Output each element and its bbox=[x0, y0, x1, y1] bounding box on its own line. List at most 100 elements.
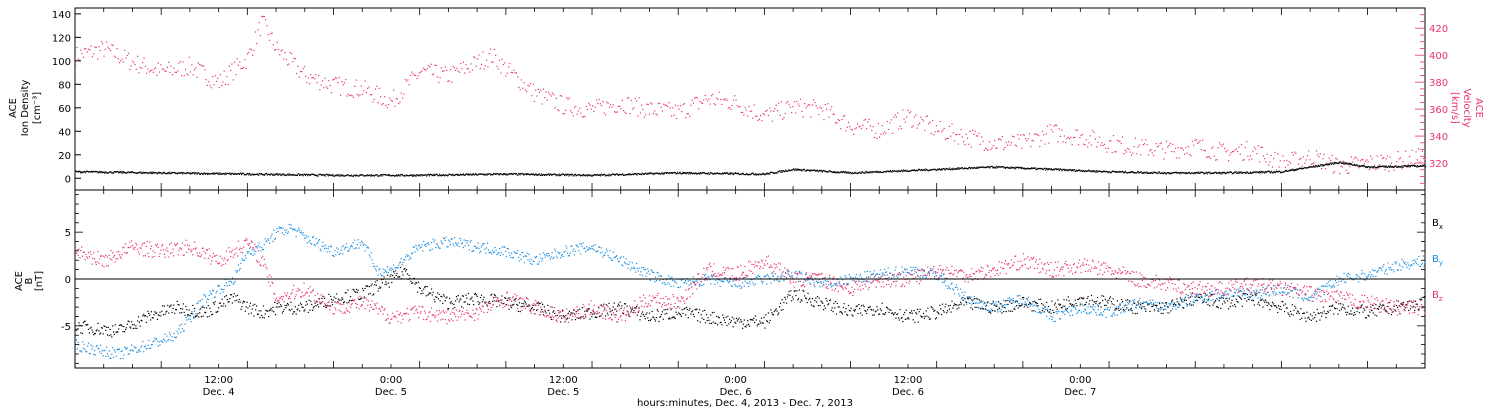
velocity-series-point bbox=[1345, 169, 1347, 171]
density-series-point bbox=[1299, 167, 1301, 169]
density-series-point bbox=[83, 170, 85, 173]
density-series-point bbox=[452, 173, 454, 175]
density-series-point bbox=[519, 174, 521, 176]
density-series-point bbox=[411, 174, 413, 176]
density-series-point bbox=[416, 174, 418, 176]
velocity-series-point bbox=[1264, 158, 1266, 160]
density-series-point bbox=[607, 174, 609, 176]
density-series-point bbox=[149, 171, 151, 173]
bx-series-point bbox=[966, 301, 968, 303]
bx-series-point bbox=[668, 317, 670, 319]
density-series-point bbox=[511, 173, 513, 175]
by-series-point bbox=[471, 250, 473, 253]
bx-series-point bbox=[824, 307, 826, 309]
bx-series-point bbox=[339, 303, 341, 305]
by-series-point bbox=[358, 247, 360, 249]
bx-series-point bbox=[953, 303, 956, 305]
density-series-point bbox=[528, 173, 530, 176]
density-series-point bbox=[918, 168, 920, 170]
velocity-series-point bbox=[333, 78, 335, 80]
density-series-point bbox=[119, 171, 121, 173]
density-series-point bbox=[703, 172, 705, 174]
bx-series-point bbox=[869, 305, 871, 308]
velocity-series-point bbox=[1371, 158, 1373, 160]
velocity-series-point bbox=[1317, 154, 1319, 156]
by-series-point bbox=[449, 243, 451, 246]
velocity-series-point bbox=[864, 118, 866, 121]
velocity-series-point bbox=[877, 122, 879, 124]
bx-series-point bbox=[960, 301, 962, 303]
velocity-series-point bbox=[327, 87, 329, 89]
velocity-series-point bbox=[84, 48, 86, 50]
bx-series-point bbox=[524, 301, 526, 303]
density-series-point bbox=[604, 173, 606, 175]
bx-series-point bbox=[735, 317, 738, 320]
bx-series-point bbox=[766, 321, 769, 323]
bx-series-point bbox=[670, 309, 672, 311]
velocity-series-point bbox=[152, 71, 154, 73]
density-series-point bbox=[1160, 172, 1162, 174]
density-series-point bbox=[625, 174, 627, 176]
density-series-point bbox=[588, 175, 590, 177]
velocity-series-point bbox=[634, 97, 636, 100]
by-series-point bbox=[451, 238, 453, 240]
density-series-point bbox=[799, 169, 801, 171]
density-series-point bbox=[92, 171, 94, 173]
by-series-point bbox=[462, 247, 464, 249]
density-series-point bbox=[1042, 168, 1044, 171]
density-series-point bbox=[303, 173, 305, 175]
bx-series-point bbox=[1062, 305, 1064, 307]
bx-series-point bbox=[198, 316, 200, 318]
density-series-point bbox=[1043, 168, 1045, 170]
density-series-point bbox=[326, 173, 328, 175]
density-series-point bbox=[1084, 170, 1086, 172]
bx-series-point bbox=[446, 296, 448, 298]
density-series-point bbox=[884, 171, 886, 173]
bx-series-point bbox=[689, 307, 691, 310]
velocity-series-point bbox=[1265, 161, 1267, 163]
density-series-point bbox=[579, 174, 581, 176]
density-series-point bbox=[1079, 170, 1081, 172]
density-series-point bbox=[1154, 171, 1156, 173]
density-series-point bbox=[1212, 172, 1214, 174]
density-series-point bbox=[976, 166, 978, 168]
density-series-point bbox=[1197, 172, 1199, 174]
bx-series-point bbox=[701, 317, 703, 319]
density-series-point bbox=[742, 172, 744, 174]
density-series-point bbox=[1157, 173, 1159, 175]
density-series-point bbox=[1411, 164, 1413, 166]
bx-series-point bbox=[966, 297, 969, 299]
density-series-point bbox=[245, 173, 248, 175]
bx-series-point bbox=[752, 319, 754, 321]
density-series-point bbox=[775, 172, 777, 174]
bx-series-point bbox=[544, 310, 546, 312]
bx-series-point bbox=[320, 302, 322, 304]
velocity-series-point bbox=[934, 131, 936, 133]
bx-series-point bbox=[421, 290, 423, 292]
density-series-point bbox=[978, 167, 980, 169]
by-series-point bbox=[370, 252, 372, 254]
velocity-series-point bbox=[1085, 139, 1087, 141]
velocity-series-point bbox=[1149, 150, 1151, 152]
density-series-point bbox=[1085, 170, 1087, 172]
velocity-series-point bbox=[974, 130, 976, 133]
density-series-point bbox=[721, 173, 723, 175]
bx-series-point bbox=[388, 286, 390, 288]
velocity-series-point bbox=[566, 97, 568, 99]
bx-series-point bbox=[1383, 304, 1385, 307]
by-series-point bbox=[468, 249, 470, 251]
density-series-point bbox=[137, 172, 139, 174]
density-series-point bbox=[1389, 166, 1391, 168]
bx-series-point bbox=[349, 299, 351, 301]
by-series-point bbox=[480, 250, 482, 253]
density-series-point bbox=[1277, 171, 1279, 173]
by-series-point bbox=[336, 247, 338, 249]
velocity-series-point bbox=[617, 105, 620, 107]
density-series-point bbox=[118, 171, 120, 173]
density-series-point bbox=[732, 173, 734, 175]
bx-series-point bbox=[95, 330, 97, 332]
bx-series-point bbox=[904, 318, 906, 320]
density-series-point bbox=[490, 174, 492, 176]
density-series-point bbox=[443, 174, 445, 176]
bx-series-point bbox=[216, 311, 218, 313]
